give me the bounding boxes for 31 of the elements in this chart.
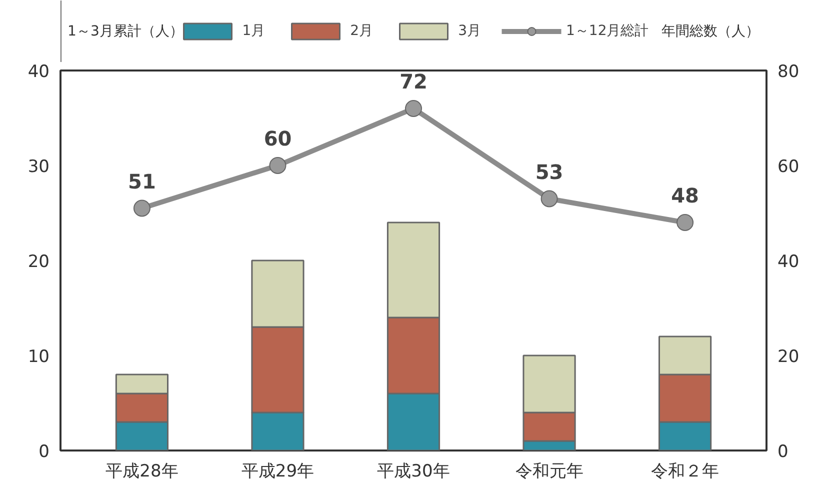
data-label: 53 xyxy=(535,160,564,184)
y-tick-label: 40 xyxy=(28,62,50,82)
x-tick-label: 平成30年 xyxy=(377,462,450,482)
point xyxy=(540,190,558,208)
y2-axis-title: 年間総数（人） xyxy=(661,24,760,40)
y2-tick-label: 60 xyxy=(778,157,800,177)
y-tick-label: 30 xyxy=(28,157,50,177)
x-tick-label: 令和元年 xyxy=(515,462,584,482)
point xyxy=(269,157,286,174)
x-tick-label: 平成28年 xyxy=(106,462,178,482)
legend-label: 3月 xyxy=(458,22,482,40)
legend-label: 2月 xyxy=(350,22,374,40)
point xyxy=(133,200,150,217)
data-label: 60 xyxy=(264,126,292,150)
legend-label: 1月 xyxy=(242,22,266,40)
x-tick-label: 令和２年 xyxy=(651,462,720,482)
data-label: 51 xyxy=(128,169,156,194)
y-tick-label: 10 xyxy=(28,347,50,367)
y2-tick-label: 20 xyxy=(778,347,800,367)
point xyxy=(676,214,694,231)
y-axis-title: 1～3月累計（人） xyxy=(68,24,184,40)
y2-tick-label: 80 xyxy=(778,62,800,82)
y2-tick-label: 40 xyxy=(778,252,800,272)
x-tick-label: 平成29年 xyxy=(241,462,314,482)
y-tick-label: 0 xyxy=(38,442,50,462)
data-label: 48 xyxy=(671,184,699,208)
data-label: 72 xyxy=(400,70,428,94)
legend-label: 1～12月総計 xyxy=(566,22,649,40)
y-tick-label: 20 xyxy=(28,252,50,272)
y2-tick-label: 0 xyxy=(778,442,788,462)
point xyxy=(405,100,422,117)
